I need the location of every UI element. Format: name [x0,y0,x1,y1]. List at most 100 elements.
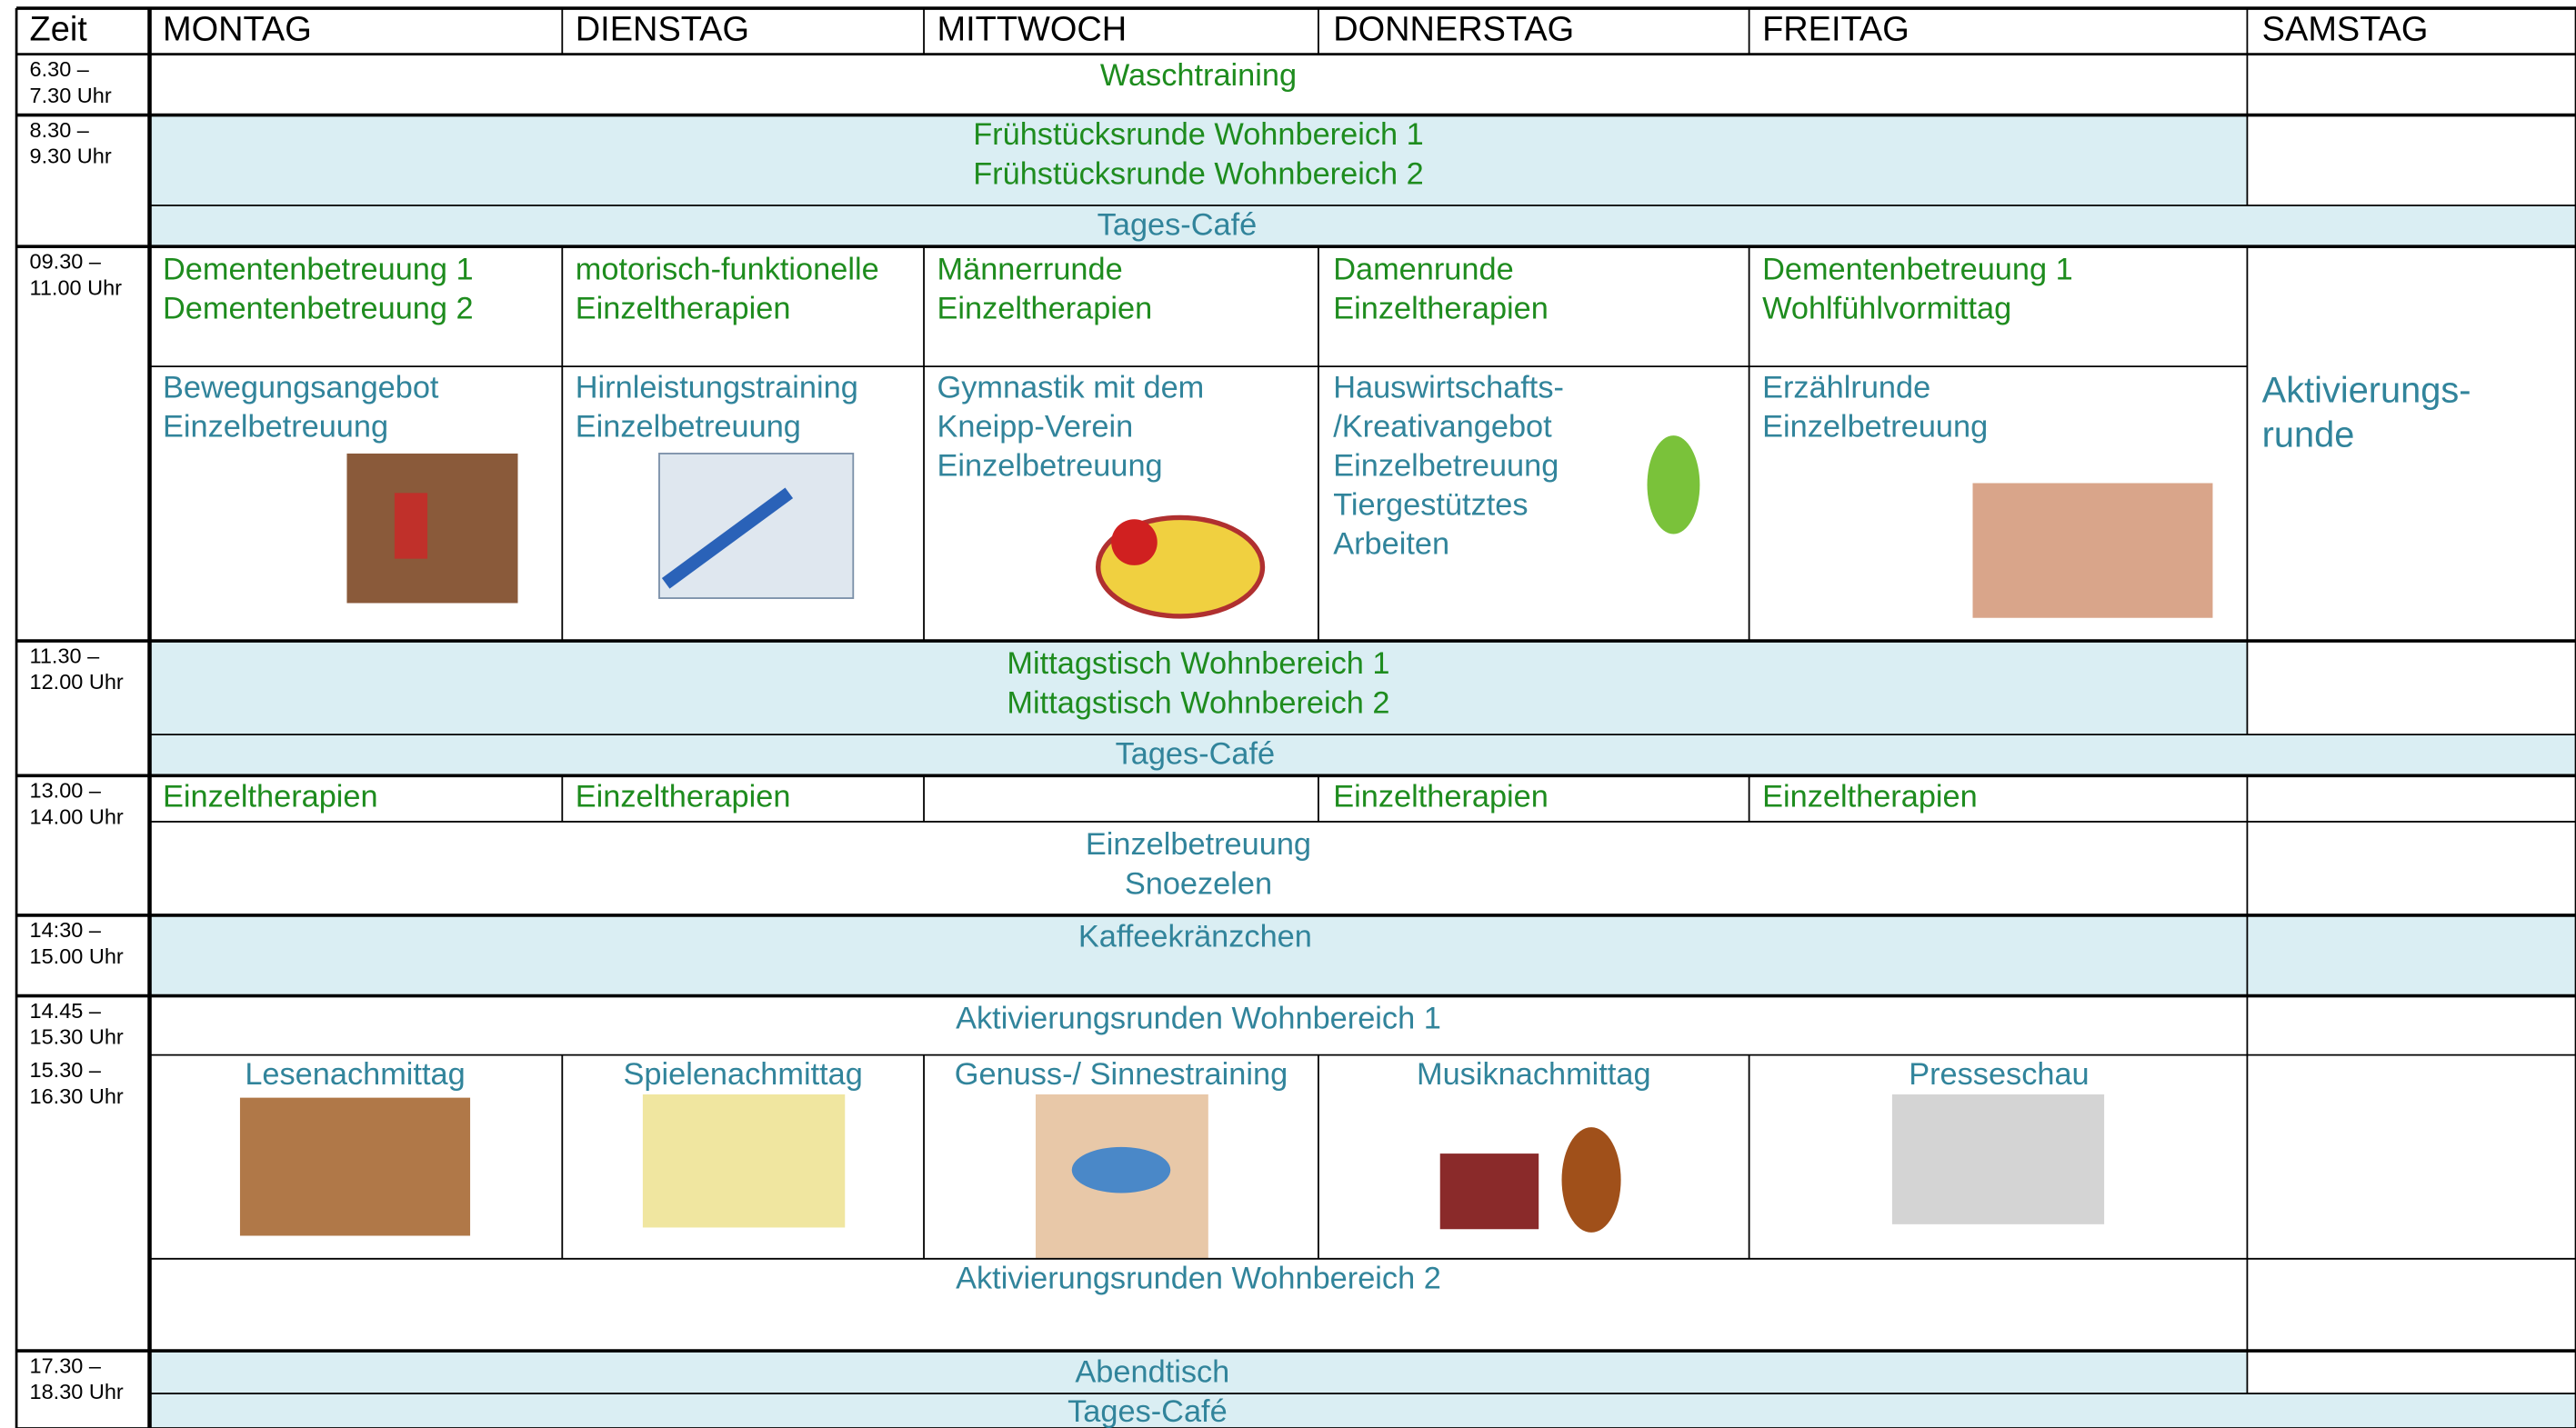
photo-ball [1111,519,1158,565]
time-label: 14.00 Uhr [30,805,124,829]
photo-detail [394,493,428,559]
header-day: FREITAG [1762,10,1909,48]
activity: Erzählrunde [1762,371,1930,405]
header-day: SAMSTAG [2262,10,2429,48]
activity: Dementenbetreuung 1 [163,252,474,286]
activity: Wohlfühlvormittag [1762,292,2011,326]
cell-fill [149,1393,2576,1428]
activity: Tages-Café [1098,208,1258,243]
time-label: 18.30 Uhr [30,1380,124,1403]
activity: Einzeltherapien [1762,780,1978,814]
time-label: 15.00 Uhr [30,944,124,968]
activity: Presseschau [1909,1057,2089,1092]
grid [15,6,2576,1428]
photo-exercise [346,453,518,604]
time-label: 8.30 – [30,118,90,142]
activity: Einzelbetreuung [1086,827,1311,862]
header-day: DIENSTAG [576,10,749,48]
time-label: 14.45 – [30,999,102,1023]
activity: Einzeltherapien [163,780,378,814]
cell-fill [149,734,2576,776]
time-label: 13.00 – [30,779,102,803]
activity: Hauswirtschafts- [1333,371,1564,405]
time-label: 16.30 Uhr [30,1084,124,1108]
activity: Tages-Café [1067,1394,1228,1428]
time-label: 11.30 – [30,644,101,667]
activity: Mittagstisch Wohnbereich 2 [1007,686,1389,721]
activity: Genuss-/ Sinnestraining [955,1057,1288,1092]
header-day: MITTWOCH [937,10,1128,48]
header-day: MONTAG [163,10,312,48]
activity: Tiergestütztes [1333,488,1528,523]
activity: Snoezelen [1125,866,1272,901]
activity: Spielenachmittag [623,1057,862,1092]
activity: Einzelbetreuung [163,410,388,444]
activity: motorisch-funktionelle [576,252,879,286]
time-label: 9.30 Uhr [30,145,112,168]
activity: Einzeltherapien [1333,292,1549,326]
activity: Lesenachmittag [245,1057,465,1092]
photo-eye [1071,1146,1171,1193]
photo-crossword [658,453,855,599]
activity: Kaffeekränzchen [1078,919,1312,954]
morning-2: Bewegungsangebot Einzelbetreuung Hirnleist… [163,371,1988,562]
cell-fill [149,115,2248,205]
activity: Dementenbetreuung 2 [163,292,474,326]
time-label: 15.30 – [30,1058,102,1082]
photo-books [239,1097,471,1236]
activity: Männerrunde [937,252,1123,286]
activity: Einzelbetreuung [1333,449,1559,484]
photo-boardgame [642,1094,846,1228]
photo-accordion [1439,1153,1539,1230]
photo-violin [1561,1127,1621,1233]
activity: Arbeiten [1333,527,1449,562]
time-label: 14:30 – [30,918,102,942]
time-label: 12.00 Uhr [30,670,124,694]
activity: Einzeltherapien [576,292,791,326]
activity: runde [2262,414,2355,454]
cell-fill [149,914,2576,996]
activity: Einzeltherapien [576,780,791,814]
photo-pen [661,487,794,589]
activity: Bewegungsangebot [163,371,439,405]
backgrounds [149,115,2576,1428]
photo-newspapers [1891,1094,2105,1224]
activity: Einzelbetreuung [937,449,1163,484]
cell-fill [149,205,2576,247]
time-label: 6.30 – [30,57,90,81]
time-labels: 6.30 – 7.30 Uhr 8.30 – 9.30 Uhr 09.30 –11.00… [30,57,124,1403]
activity: Aktivierungsrunden Wohnbereich 1 [956,1002,1441,1036]
cell-fill [149,1351,2248,1394]
activity: Frühstücksrunde Wohnbereich 1 [973,117,1423,152]
activity: Tages-Café [1116,737,1276,772]
time-label: 15.30 Uhr [30,1025,124,1049]
activity: Kneipp-Verein [937,410,1134,444]
activity: Einzeltherapien [1333,780,1549,814]
cell-fill [149,641,2248,735]
morning-1: Dementenbetreuung 1 Dementenbetreuung 2 mo… [163,252,2073,325]
activity: Einzelbetreuung [1762,410,1988,444]
activity: Mittagstisch Wohnbereich 1 [1007,646,1389,681]
activity: Abendtisch [1075,1354,1229,1389]
activity: Waschtraining [1100,58,1297,93]
activity: Aktivierungsrunden Wohnbereich 2 [956,1261,1441,1295]
activity: Aktivierungs- [2262,371,2471,411]
activity: Gymnastik mit dem [937,371,1205,405]
activity: /Kreativangebot [1333,410,1552,444]
activity: Damenrunde [1333,252,1513,286]
activity: Einzelbetreuung [576,410,801,444]
activity: Hirnleistungstraining [576,371,858,405]
activity: Musiknachmittag [1417,1057,1651,1092]
time-label: 09.30 – [30,249,102,273]
time-label: 7.30 Uhr [30,84,112,107]
time-label: 17.30 – [30,1353,102,1377]
activity: Einzeltherapien [937,292,1153,326]
photo-hands [1972,483,2213,618]
header-day: DONNERSTAG [1333,10,1574,48]
time-label: 11.00 Uhr [30,275,123,299]
activity: Frühstücksrunde Wohnbereich 2 [973,157,1423,192]
header-time: Zeit [30,10,88,48]
activity: Dementenbetreuung 1 [1762,252,2073,286]
